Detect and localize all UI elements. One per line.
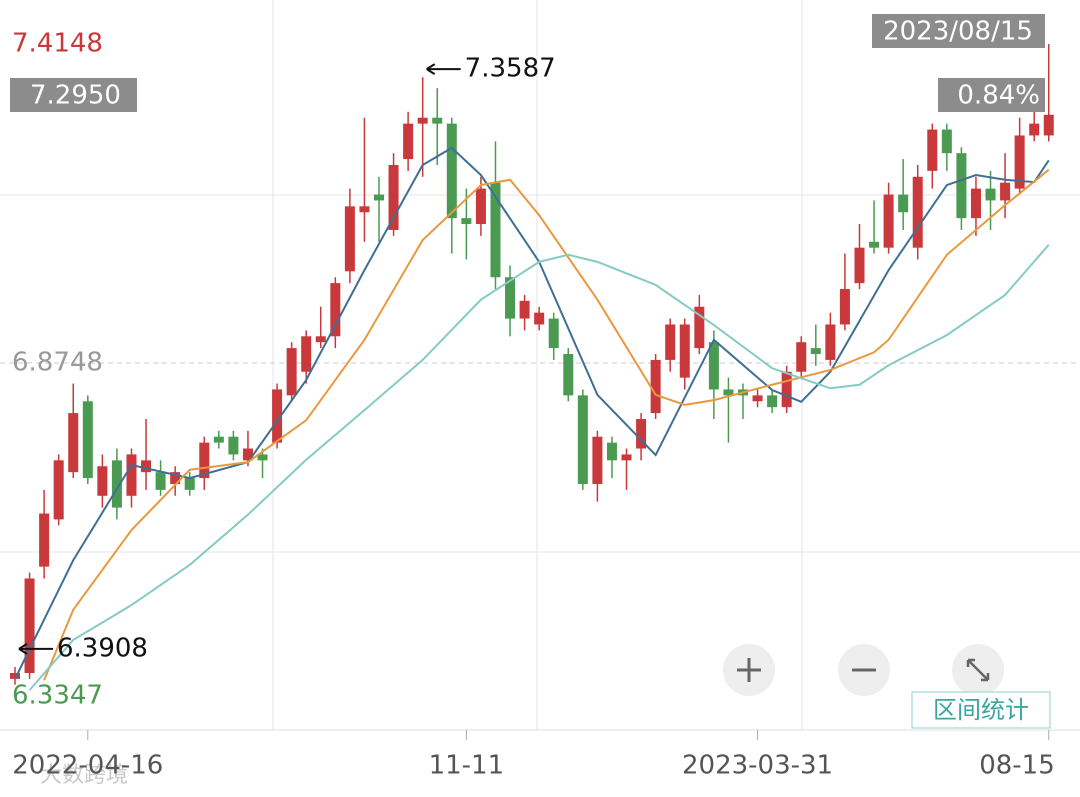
- candle-body: [417, 117, 428, 124]
- last-price: 7.2950: [30, 81, 121, 111]
- stats-label: 区间统计: [933, 696, 1029, 724]
- candle-body: [374, 194, 384, 201]
- candle-body: [505, 277, 516, 319]
- candle-body: [708, 342, 719, 390]
- candle-body: [403, 123, 414, 160]
- candle-body: [839, 289, 850, 325]
- candle-body: [155, 472, 166, 490]
- change-box: [938, 78, 1045, 112]
- candle-body: [432, 117, 443, 124]
- candle-body: [24, 578, 35, 673]
- candle-body: [213, 436, 224, 443]
- candle-body: [985, 188, 996, 201]
- candle-body: [301, 336, 312, 372]
- candle-body: [941, 129, 952, 154]
- candle-body: [475, 188, 486, 225]
- candle-body: [883, 194, 894, 248]
- candle-body: [272, 389, 283, 443]
- candle-body: [184, 478, 195, 490]
- candle-body: [359, 206, 370, 213]
- candle-body: [461, 218, 472, 225]
- candle-body: [111, 460, 122, 508]
- fullscreen[interactable]: [952, 644, 1004, 696]
- candle-body: [825, 324, 836, 360]
- candle-body: [869, 241, 880, 248]
- date: 2023/08/15: [883, 17, 1033, 47]
- candle-body: [898, 194, 909, 213]
- ma-line: [14, 146, 1050, 680]
- candle-body: [141, 460, 152, 473]
- annotation-arrow: [18, 643, 53, 655]
- candle-body: [767, 395, 778, 408]
- candle-body: [781, 371, 792, 408]
- x-tick-label: 2022-04-16: [12, 751, 163, 781]
- candle-body: [650, 359, 661, 414]
- candle-body: [82, 401, 93, 479]
- stats-button[interactable]: [911, 691, 1051, 729]
- candle-body: [548, 318, 559, 349]
- candle-body: [199, 442, 210, 479]
- candle-body: [1000, 182, 1011, 201]
- candle-body: [810, 348, 821, 355]
- candle-body: [694, 306, 705, 349]
- ma-line: [28, 244, 1050, 691]
- zoom-out[interactable]: [838, 644, 890, 696]
- candle-body: [315, 336, 326, 343]
- candle-body: [286, 348, 297, 396]
- candle-body: [170, 472, 181, 484]
- annotation-label: 6.3908: [57, 633, 148, 663]
- candle-body: [796, 342, 807, 372]
- annotation-label: 7.3587: [465, 54, 556, 84]
- candle-body: [665, 324, 676, 360]
- candle-body: [606, 442, 617, 461]
- candle-body: [592, 436, 603, 484]
- date-box: [872, 14, 1045, 48]
- annotation-arrow: [426, 63, 461, 75]
- candle-body: [126, 454, 137, 496]
- candle-body: [534, 312, 545, 325]
- candle-body: [97, 466, 108, 496]
- price-box: [10, 78, 137, 112]
- candle-body: [563, 354, 574, 396]
- candle-body: [752, 395, 763, 402]
- x-tick-label: 11-11: [429, 751, 505, 781]
- candle-body: [228, 436, 239, 455]
- candle-body: [242, 448, 253, 461]
- candle-body: [577, 395, 588, 484]
- plot: [0, 44, 1080, 691]
- candle-body: [636, 418, 647, 449]
- candle-body: [490, 182, 501, 278]
- x-tick-label: 2023-03-31: [682, 751, 833, 781]
- candle-body: [970, 188, 981, 219]
- candle-body: [621, 454, 632, 461]
- candle-body: [854, 247, 865, 284]
- y-tick-label: 6.8748: [12, 347, 103, 377]
- candle-body: [330, 283, 341, 337]
- candle-body: [446, 123, 457, 219]
- candle-body: [912, 176, 923, 248]
- zoom-in[interactable]: [723, 644, 775, 696]
- candle-body: [956, 153, 967, 219]
- candle-body: [39, 513, 50, 567]
- candle-body: [53, 460, 64, 520]
- change-pct: 0.84%: [957, 81, 1040, 111]
- candle-body: [344, 206, 355, 272]
- candle-body: [257, 454, 268, 461]
- x-tick-label: 08-15: [979, 751, 1055, 781]
- ma-line: [43, 168, 1050, 681]
- candle-body: [927, 129, 938, 171]
- watermark: 大数跨境: [40, 763, 128, 788]
- y-tick-label: 7.4148: [12, 29, 103, 59]
- candle-body: [723, 389, 734, 396]
- candle-body: [519, 300, 530, 319]
- candle-body: [388, 164, 399, 230]
- candle-body: [68, 413, 79, 473]
- candle-body: [1043, 114, 1054, 136]
- candle-body: [679, 324, 690, 378]
- y-tick-label: 6.3347: [12, 681, 103, 711]
- candle-body: [1014, 135, 1025, 189]
- candle-body: [1029, 123, 1040, 136]
- candle-body: [10, 672, 20, 679]
